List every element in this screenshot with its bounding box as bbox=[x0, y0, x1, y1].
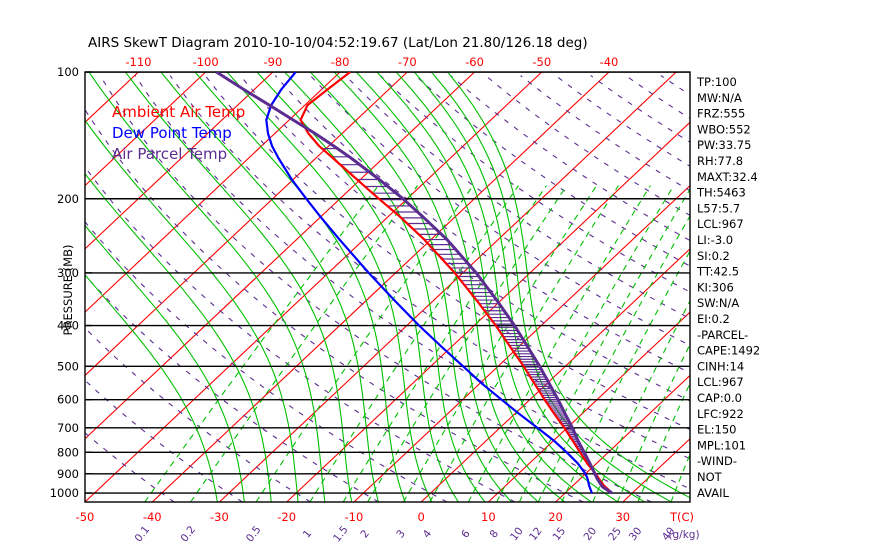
parameter-item: NOT bbox=[697, 470, 723, 484]
legend-item-0: Ambient Air Temp bbox=[112, 103, 245, 121]
pressure-tick-label: 600 bbox=[57, 393, 79, 407]
parameter-item: RH:77.8 bbox=[697, 154, 743, 168]
parameter-item: L57:5.7 bbox=[697, 201, 740, 215]
temperature-tick-label-bottom: 20 bbox=[548, 510, 563, 524]
parameter-item: SI:0.2 bbox=[697, 249, 730, 263]
temperature-tick-label-top: -40 bbox=[600, 55, 619, 69]
legend-item-2: Air Parcel Temp bbox=[112, 145, 227, 163]
pressure-tick-label: 900 bbox=[57, 467, 79, 481]
parameter-item: EI:0.2 bbox=[697, 312, 730, 326]
temperature-tick-label-bottom: -10 bbox=[344, 510, 363, 524]
temperature-tick-label-top: -70 bbox=[398, 55, 417, 69]
x-axis-label-mixing-ratio: (g/kg) bbox=[668, 529, 699, 541]
legend-item-1: Dew Point Temp bbox=[112, 124, 232, 142]
temperature-tick-label-bottom: -50 bbox=[76, 510, 95, 524]
y-axis-label: PRESSURE (MB) bbox=[61, 245, 75, 336]
temperature-tick-label-top: -110 bbox=[125, 55, 151, 69]
temperature-tick-label-bottom: -20 bbox=[277, 510, 296, 524]
series-curve-dewpoint bbox=[265, 72, 593, 494]
parameter-item: CAP:0.0 bbox=[697, 391, 742, 405]
temperature-tick-label-top: -90 bbox=[263, 55, 282, 69]
parameter-item: AVAIL bbox=[697, 486, 730, 500]
parameter-item: LI:-3.0 bbox=[697, 233, 733, 247]
pressure-tick-label: 500 bbox=[57, 359, 79, 373]
data-series-layer bbox=[215, 72, 613, 495]
parameter-item: SW:N/A bbox=[697, 296, 739, 310]
parameter-item: MPL:101 bbox=[697, 438, 746, 452]
temperature-tick-label-top: -60 bbox=[465, 55, 484, 69]
cape-hatch-region bbox=[321, 147, 599, 479]
parameter-item: WBO:552 bbox=[697, 122, 751, 136]
pressure-tick-label: 300 bbox=[57, 266, 79, 280]
pressure-tick-label: 800 bbox=[57, 445, 79, 459]
series-curve-ambient bbox=[299, 72, 613, 494]
parameter-item: KI:306 bbox=[697, 280, 734, 294]
parameter-item: PW:33.75 bbox=[697, 138, 751, 152]
parameter-item: LFC:922 bbox=[697, 407, 744, 421]
parameter-item: CINH:14 bbox=[697, 359, 744, 373]
parameter-item: TH:5463 bbox=[696, 186, 746, 200]
pressure-tick-label: 400 bbox=[57, 319, 79, 333]
temperature-tick-label-bottom: 10 bbox=[481, 510, 496, 524]
temperature-tick-label-bottom: -40 bbox=[143, 510, 162, 524]
temperature-tick-label-top: -50 bbox=[532, 55, 551, 69]
parameter-item: LCL:967 bbox=[697, 217, 744, 231]
parameter-item: CAPE:1492 bbox=[697, 344, 760, 358]
parameter-item: -PARCEL- bbox=[697, 328, 748, 342]
temperature-tick-label-top: -100 bbox=[193, 55, 219, 69]
parameter-item: EL:150 bbox=[697, 423, 737, 437]
parameter-item: TP:100 bbox=[696, 75, 737, 89]
parameter-item: MW:N/A bbox=[697, 91, 742, 105]
pressure-tick-label: 1000 bbox=[50, 486, 79, 500]
temperature-tick-label-bottom: 0 bbox=[417, 510, 424, 524]
temperature-tick-label-bottom: -30 bbox=[210, 510, 229, 524]
page-title: AIRS SkewT Diagram 2010-10-10/04:52:19.6… bbox=[88, 35, 588, 51]
parameter-item: LCL:967 bbox=[697, 375, 744, 389]
x-axis-label-temperature: T(C) bbox=[669, 510, 694, 524]
chart-legend: Ambient Air Temp Dew Point Temp Air Parcel… bbox=[112, 103, 245, 163]
parameter-item: TT:42.5 bbox=[696, 265, 739, 279]
series-curve-parcel bbox=[215, 72, 613, 495]
temperature-tick-label-bottom: 30 bbox=[615, 510, 630, 524]
parameter-item: -WIND- bbox=[697, 454, 737, 468]
parameter-item: MAXT:32.4 bbox=[697, 170, 758, 184]
pressure-tick-label: 200 bbox=[57, 192, 79, 206]
pressure-tick-label: 700 bbox=[57, 421, 79, 435]
temperature-tick-label-top: -80 bbox=[331, 55, 350, 69]
parameter-item: FRZ:555 bbox=[697, 107, 745, 121]
pressure-tick-label: 100 bbox=[57, 65, 79, 79]
grid-layer bbox=[85, 72, 690, 502]
